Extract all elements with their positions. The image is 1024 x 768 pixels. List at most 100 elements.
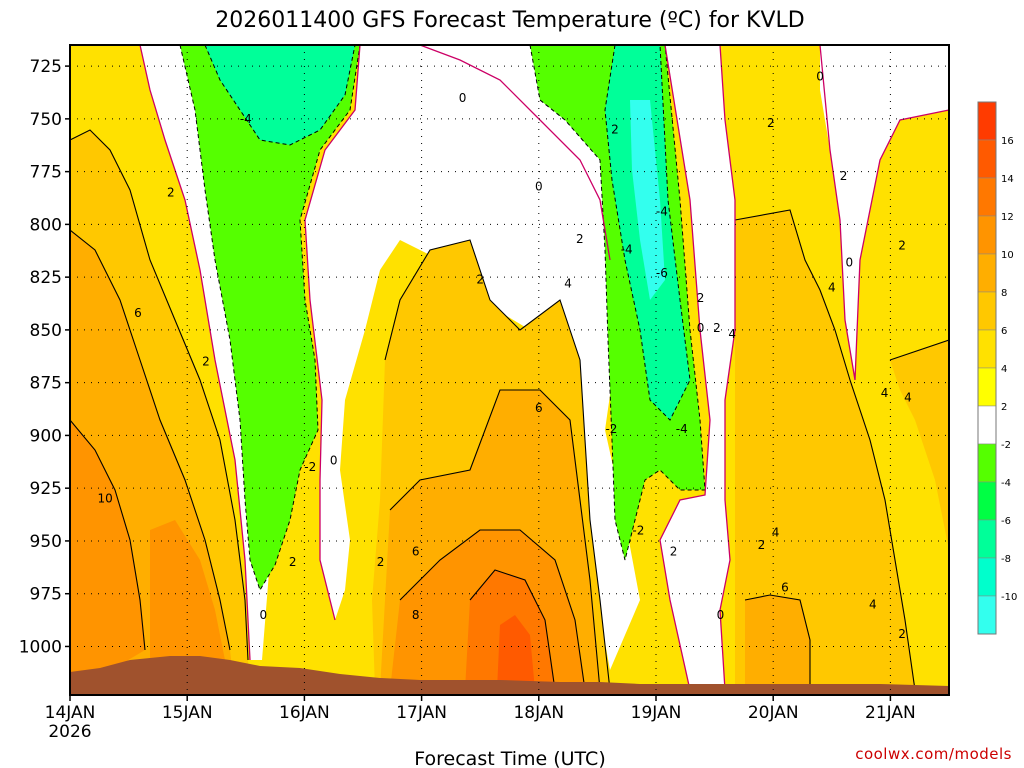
contour-label: 0	[459, 91, 467, 105]
colorbar-bin	[977, 101, 997, 141]
colorbar-bin	[977, 443, 997, 483]
contour-label: 6	[535, 401, 543, 415]
contour-label: -6	[656, 266, 668, 280]
colorbar: 16 14 12 10 8 6 4 2 -2 -4 -6 -8 -10	[977, 101, 1017, 635]
contour-label: 2	[670, 544, 678, 558]
contour-label: 0	[717, 608, 725, 622]
colorbar-bin	[977, 139, 997, 179]
colorbar-label: 4	[1001, 364, 1007, 375]
colorbar-bin	[977, 595, 997, 635]
zero-band	[820, 45, 949, 380]
x-tick-year: 2026	[48, 722, 91, 742]
contour-label: 0	[330, 454, 338, 468]
colorbar-bin	[977, 367, 997, 407]
contour-label: 4	[904, 390, 912, 404]
y-tick-label: 825	[30, 268, 62, 288]
x-tick-label: 14JAN	[45, 703, 96, 723]
y-tick-label: 750	[30, 110, 62, 130]
contour-label: 4	[728, 327, 736, 341]
colorbar-label: -10	[1001, 592, 1017, 603]
contour-label: 2	[767, 116, 775, 130]
y-tick-label: 725	[30, 57, 62, 77]
colorbar-bin	[977, 557, 997, 597]
terrain	[70, 656, 949, 695]
contour-label: -4	[676, 422, 688, 436]
colorbar-label: 14	[1001, 174, 1014, 185]
negative-contours	[179, 45, 706, 592]
contour-label: 8	[412, 608, 420, 622]
colorbar-bin	[977, 291, 997, 331]
plot-frame	[69, 44, 950, 696]
contour-label: 0	[535, 179, 543, 193]
colorbar-bin	[977, 329, 997, 369]
colorbar-label: 12	[1001, 212, 1014, 223]
colorbar-bin	[977, 481, 997, 521]
colorbar-bin	[977, 253, 997, 293]
contour-label: 0	[816, 70, 824, 84]
contour-label: 4	[564, 276, 572, 290]
colorbar-label: 10	[1001, 250, 1014, 261]
y-tick-label: 975	[30, 585, 62, 605]
contour-label: 6	[134, 306, 142, 320]
contour-label: 4	[881, 386, 889, 400]
colorbar-bin	[977, 215, 997, 255]
y-tick-label: 800	[30, 215, 62, 235]
warm-region	[735, 210, 915, 690]
contour-label: 2	[611, 122, 619, 136]
contour-label: 2	[576, 232, 584, 246]
warm-region	[150, 520, 225, 670]
colorbar-label: -4	[1001, 478, 1011, 489]
contour-label: 6	[781, 580, 789, 594]
colorbar-label: -8	[1001, 554, 1011, 565]
warm-region	[70, 420, 145, 695]
plot-area: 106622-402-200268204262-4-4-62024-2-4-22…	[70, 45, 949, 695]
warm-region	[890, 340, 949, 550]
y-tick-label: 850	[30, 321, 62, 341]
contour-label: 4	[828, 281, 836, 295]
contour-label: 0	[697, 321, 705, 335]
contour-label: 2	[898, 627, 906, 641]
contour-label: -2	[304, 460, 316, 474]
contour-label: 0	[260, 608, 268, 622]
contour-label: 2	[840, 169, 848, 183]
contour-label: -4	[621, 243, 633, 257]
warm-region	[745, 595, 810, 690]
x-tick-label: 17JAN	[396, 703, 447, 723]
contour-label: 2	[167, 186, 175, 200]
colorbar-bin	[977, 177, 997, 217]
warm-region	[497, 615, 535, 690]
contour-label: 2	[377, 555, 385, 569]
x-tick-label: 21JAN	[865, 703, 916, 723]
credit-link[interactable]: coolwx.com/models	[855, 745, 1012, 763]
contour-label: 2	[713, 321, 721, 335]
contour-lines	[70, 129, 949, 691]
y-tick-label: 1000	[19, 637, 62, 657]
cold-region	[630, 100, 665, 300]
contour-label: 2	[476, 272, 484, 286]
colorbar-label: 2	[1001, 402, 1007, 413]
x-tick-label: 19JAN	[631, 703, 682, 723]
contour-label: 6	[412, 544, 420, 558]
cold-region	[180, 45, 360, 590]
colorbar-label: -6	[1001, 516, 1011, 527]
contour-label: 2	[697, 291, 705, 305]
contour-label: -4	[656, 205, 668, 219]
contour-label: 4	[869, 597, 877, 611]
contour-label-group: 106622-402-200268204262-4-4-62024-2-4-22…	[98, 70, 912, 675]
colorbar-frame	[977, 101, 997, 635]
zero-band	[305, 45, 640, 670]
contour-label: 0	[846, 255, 854, 269]
x-tick-label: 18JAN	[513, 703, 564, 723]
chart-title: 2026011400 GFS Forecast Temperature (ºC)…	[215, 8, 804, 33]
colorbar-bin	[977, 519, 997, 559]
colorbar-label: 6	[1001, 326, 1007, 337]
x-tick-label: 20JAN	[748, 703, 799, 723]
colorbar-bin	[977, 405, 997, 445]
y-tick-label: 875	[30, 374, 62, 394]
contour-label: 2	[758, 538, 766, 552]
y-tick-label: 775	[30, 163, 62, 183]
contour-label: 2	[898, 238, 906, 252]
x-tick-label: 15JAN	[162, 703, 213, 723]
y-tick-label: 900	[30, 426, 62, 446]
zero-contours	[139, 45, 949, 691]
